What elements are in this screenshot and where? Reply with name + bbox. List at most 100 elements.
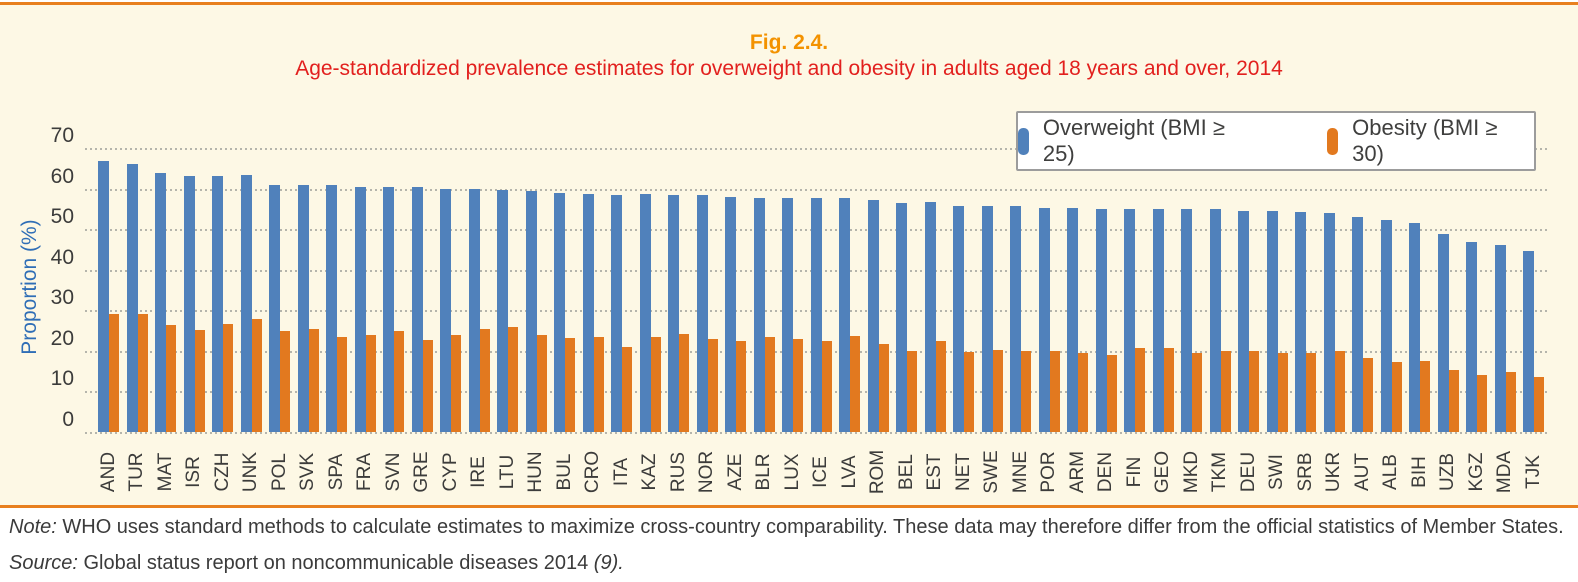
overweight-bar-net bbox=[953, 206, 964, 432]
obesity-bar-kaz bbox=[650, 337, 661, 432]
x-label-mda: MDA bbox=[1494, 450, 1515, 494]
overweight-bar-aze bbox=[725, 196, 736, 432]
overweight-bar-ire bbox=[468, 188, 480, 432]
overweight-bar-bul bbox=[554, 193, 565, 432]
overweight-bar-rus bbox=[668, 194, 679, 432]
x-label-tkm: TKM bbox=[1209, 451, 1230, 493]
obesity-bar-swe bbox=[992, 349, 1003, 432]
x-label-lva: LVA bbox=[838, 455, 860, 489]
overweight-bar-ltu bbox=[497, 189, 508, 432]
overweight-bar-ukr bbox=[1323, 212, 1335, 432]
obesity-bar-czh bbox=[223, 323, 233, 432]
obesity-bar-den bbox=[1106, 354, 1117, 432]
obesity-bar-cro bbox=[593, 337, 604, 432]
y-tick-20: 20 bbox=[50, 326, 74, 350]
x-label-cyp: CYP bbox=[439, 452, 461, 492]
overweight-bar-ice bbox=[810, 198, 822, 432]
overweight-bar-mat bbox=[155, 172, 166, 432]
obesity-bar-lva bbox=[850, 335, 860, 432]
x-label-net: NET bbox=[952, 453, 974, 491]
x-label-por: POR bbox=[1038, 451, 1059, 493]
overweight-bar-nor bbox=[696, 195, 708, 432]
overweight-bar-hun bbox=[525, 191, 537, 432]
x-label-geo: GEO bbox=[1152, 450, 1173, 494]
x-label-ita: ITA bbox=[610, 457, 632, 487]
x-label-srb: SRB bbox=[1294, 452, 1316, 492]
overweight-bar-unk bbox=[240, 174, 252, 432]
source-reference: (9). bbox=[593, 552, 624, 574]
obesity-bar-uzb bbox=[1448, 369, 1459, 432]
x-label-aze: AZE bbox=[724, 453, 746, 491]
overweight-bar-kaz bbox=[639, 193, 651, 432]
x-label-hun: HUN bbox=[525, 451, 546, 493]
top-accent-rule bbox=[0, 2, 1578, 5]
x-label-kgz: KGZ bbox=[1465, 452, 1487, 492]
overweight-bar-spa bbox=[326, 185, 337, 432]
overweight-bar-alb bbox=[1380, 219, 1392, 432]
obesity-bar-blr bbox=[764, 337, 775, 432]
obesity-bar-bul bbox=[565, 337, 575, 432]
x-label-arm: ARM bbox=[1066, 450, 1088, 494]
overweight-bar-and bbox=[98, 160, 109, 432]
x-label-pol: POL bbox=[268, 452, 290, 492]
overweight-bar-por bbox=[1038, 208, 1050, 432]
x-label-fra: FRA bbox=[354, 453, 375, 491]
overweight-bar-gre bbox=[411, 186, 423, 432]
obesity-bar-ukr bbox=[1334, 351, 1345, 432]
legend: Overweight (BMI ≥ 25) Obesity (BMI ≥ 30) bbox=[1016, 111, 1536, 171]
source-label: Source: bbox=[9, 552, 78, 574]
overweight-bar-blr bbox=[753, 197, 765, 432]
obesity-bar-fra bbox=[365, 335, 376, 432]
chart-panel: Fig. 2.4. Age-standardized prevalence es… bbox=[0, 5, 1578, 505]
figure-caption: Note: WHO uses standard methods to calcu… bbox=[9, 512, 1574, 575]
x-label-and: AND bbox=[97, 451, 119, 493]
obesity-bar-fin bbox=[1135, 348, 1145, 432]
overweight-bar-tjk bbox=[1523, 250, 1534, 432]
obesity-bar-geo bbox=[1163, 348, 1174, 432]
obesity-bar-tjk bbox=[1534, 377, 1544, 432]
overweight-bar-srb bbox=[1295, 212, 1306, 432]
x-label-svn: SVN bbox=[382, 452, 404, 492]
overweight-bar-tur bbox=[126, 164, 138, 432]
overweight-bar-uzb bbox=[1437, 234, 1449, 432]
overweight-bar-rom bbox=[867, 199, 879, 432]
y-tick-40: 40 bbox=[50, 245, 74, 269]
x-label-est: EST bbox=[924, 453, 945, 491]
obesity-bar-aze bbox=[736, 341, 746, 432]
overweight-bar-geo bbox=[1152, 208, 1164, 432]
obesity-bar-gre bbox=[422, 339, 433, 432]
obesity-bar-deu bbox=[1249, 351, 1259, 432]
overweight-bar-mkd bbox=[1181, 208, 1192, 432]
x-label-unk: UNK bbox=[240, 451, 261, 493]
obesity-swatch-icon bbox=[1327, 127, 1339, 155]
gridline-0 bbox=[85, 432, 1548, 434]
obesity-bar-bih bbox=[1420, 360, 1430, 432]
x-label-ire: IRE bbox=[468, 456, 489, 488]
obesity-bar-ice bbox=[821, 340, 832, 432]
x-label-swi: SWI bbox=[1266, 454, 1287, 490]
x-label-tjk: TJK bbox=[1522, 455, 1544, 489]
x-label-fin: FIN bbox=[1123, 456, 1145, 488]
overweight-bar-mda bbox=[1494, 244, 1506, 432]
overweight-bar-lva bbox=[839, 198, 850, 432]
x-label-nor: NOR bbox=[696, 450, 717, 494]
overweight-bar-swi bbox=[1266, 211, 1278, 432]
x-label-aut: AUT bbox=[1351, 453, 1373, 491]
x-label-czh: CZH bbox=[211, 452, 233, 492]
obesity-bar-hun bbox=[536, 335, 547, 432]
obesity-bar-rom bbox=[878, 343, 889, 432]
overweight-bar-isr bbox=[183, 175, 195, 432]
obesity-bar-ire bbox=[479, 328, 490, 432]
overweight-bar-svk bbox=[297, 185, 309, 432]
figure-title: Age-standardized prevalence estimates fo… bbox=[295, 57, 1283, 80]
overweight-bar-kgz bbox=[1466, 242, 1477, 432]
overweight-bar-deu bbox=[1238, 211, 1249, 432]
x-label-ukr: UKR bbox=[1323, 451, 1344, 493]
x-label-rus: RUS bbox=[667, 451, 689, 493]
obesity-bar-svk bbox=[308, 328, 319, 432]
overweight-bar-swe bbox=[981, 206, 993, 432]
x-label-alb: ALB bbox=[1380, 454, 1401, 490]
y-tick-50: 50 bbox=[50, 205, 74, 229]
x-label-mkd: MKD bbox=[1180, 450, 1202, 494]
